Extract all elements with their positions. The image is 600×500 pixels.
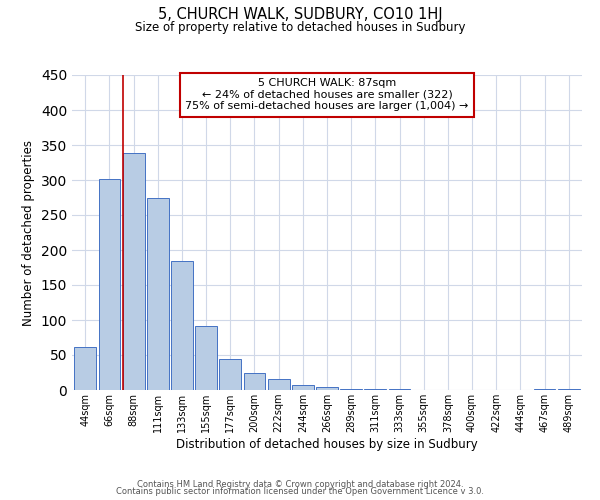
Bar: [123, 154, 145, 390]
Bar: [147, 198, 169, 390]
Bar: [292, 385, 314, 390]
Bar: [98, 178, 121, 390]
Text: 5, CHURCH WALK, SUDBURY, CO10 1HJ: 5, CHURCH WALK, SUDBURY, CO10 1HJ: [158, 8, 442, 22]
Bar: [244, 373, 265, 390]
X-axis label: Distribution of detached houses by size in Sudbury: Distribution of detached houses by size …: [176, 438, 478, 451]
Bar: [558, 388, 580, 390]
Bar: [340, 388, 362, 390]
Text: Size of property relative to detached houses in Sudbury: Size of property relative to detached ho…: [135, 22, 465, 35]
Text: Contains public sector information licensed under the Open Government Licence v : Contains public sector information licen…: [116, 488, 484, 496]
Bar: [195, 326, 217, 390]
Bar: [220, 358, 241, 390]
Text: 5 CHURCH WALK: 87sqm
← 24% of detached houses are smaller (322)
75% of semi-deta: 5 CHURCH WALK: 87sqm ← 24% of detached h…: [185, 78, 469, 112]
Y-axis label: Number of detached properties: Number of detached properties: [22, 140, 35, 326]
Bar: [171, 261, 193, 390]
Bar: [268, 379, 290, 390]
Bar: [533, 388, 556, 390]
Bar: [74, 346, 96, 390]
Text: Contains HM Land Registry data © Crown copyright and database right 2024.: Contains HM Land Registry data © Crown c…: [137, 480, 463, 489]
Bar: [316, 386, 338, 390]
